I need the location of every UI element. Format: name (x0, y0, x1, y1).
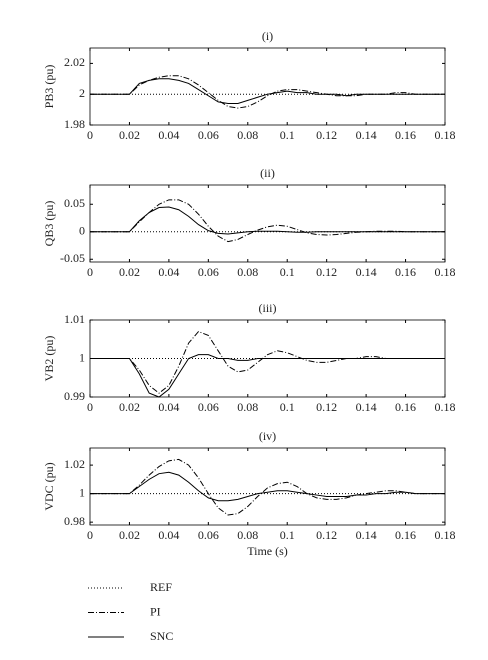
y-axis-label: VB2 (pu) (42, 336, 56, 382)
x-tick-label: 0.16 (395, 265, 416, 279)
legend-label: REF (150, 580, 172, 594)
x-tick-label: 0.16 (395, 128, 416, 142)
series-line (90, 78, 445, 104)
x-tick-label: 0.18 (435, 400, 456, 414)
y-tick-label: 2 (79, 86, 85, 100)
x-tick-label: 0.02 (119, 128, 140, 142)
x-tick-label: 0.18 (435, 265, 456, 279)
x-tick-label: 0.18 (435, 528, 456, 542)
x-tick-label: 0 (87, 265, 93, 279)
x-tick-label: 0.06 (198, 400, 219, 414)
x-tick-label: 0.14 (356, 528, 377, 542)
subplot-title: (iii) (259, 301, 277, 315)
x-tick-label: 0.1 (280, 128, 295, 142)
series-line (90, 206, 445, 235)
plot-frame (89, 447, 446, 526)
subplot-title: (i) (262, 29, 273, 43)
x-tick-label: 0.14 (356, 128, 377, 142)
y-tick-label: 1 (79, 350, 85, 364)
legend-label: PI (150, 604, 161, 618)
x-tick-label: 0.16 (395, 400, 416, 414)
x-tick-label: 0.06 (198, 528, 219, 542)
y-tick-label: 1.02 (64, 457, 85, 471)
x-tick-label: 0.08 (237, 128, 258, 142)
x-tick-label: 0 (87, 400, 93, 414)
x-tick-label: 0.06 (198, 128, 219, 142)
x-tick-label: 0.1 (280, 400, 295, 414)
x-tick-label: 0.12 (316, 128, 337, 142)
x-tick-label: 0.12 (316, 265, 337, 279)
y-tick-label: 0 (79, 224, 85, 238)
series-line (90, 75, 445, 109)
x-tick-label: 0.08 (237, 400, 258, 414)
x-tick-label: 0.08 (237, 528, 258, 542)
x-tick-label: 0.14 (356, 265, 377, 279)
x-tick-label: 0.04 (158, 128, 179, 142)
x-tick-label: 0.14 (356, 400, 377, 414)
series-line (90, 471, 445, 502)
y-tick-label: 0.99 (64, 389, 85, 403)
x-tick-label: 0.18 (435, 128, 456, 142)
series-line (90, 199, 445, 243)
y-tick-label: 0.98 (64, 514, 85, 528)
series-line (90, 330, 445, 394)
x-tick-label: 0.02 (119, 400, 140, 414)
plot-frame (89, 47, 446, 126)
x-tick-label: 0 (87, 528, 93, 542)
x-tick-label: 0.12 (316, 528, 337, 542)
legend-label: SNC (150, 629, 173, 643)
y-tick-label: 1.98 (64, 117, 85, 131)
plot-frame (89, 184, 446, 263)
x-tick-label: 0.04 (158, 265, 179, 279)
x-tick-label: 0.06 (198, 265, 219, 279)
y-tick-label: 1.01 (64, 312, 85, 326)
x-tick-label: 0.02 (119, 528, 140, 542)
x-tick-label: 0.02 (119, 265, 140, 279)
y-tick-label: 2.02 (64, 55, 85, 69)
x-tick-label: 0 (87, 128, 93, 142)
x-tick-label: 0.1 (280, 265, 295, 279)
y-axis-label: QB3 (pu) (42, 201, 56, 247)
x-tick-label: 0.16 (395, 528, 416, 542)
x-tick-label: 0.1 (280, 528, 295, 542)
x-axis-label: Time (s) (247, 544, 288, 558)
y-axis-label: VDC (pu) (42, 462, 56, 510)
y-tick-label: -0.05 (60, 251, 85, 265)
y-axis-label: PB3 (pu) (42, 65, 56, 109)
x-tick-label: 0.08 (237, 265, 258, 279)
y-tick-label: 1 (79, 485, 85, 499)
series-line (90, 354, 445, 398)
subplot-title: (iv) (259, 429, 276, 443)
x-tick-label: 0.04 (158, 400, 179, 414)
x-tick-label: 0.12 (316, 400, 337, 414)
x-tick-label: 0.04 (158, 528, 179, 542)
subplot-title: (ii) (260, 166, 275, 180)
plot-frame (89, 319, 446, 398)
y-tick-label: 0.05 (64, 196, 85, 210)
series-line (90, 458, 445, 516)
